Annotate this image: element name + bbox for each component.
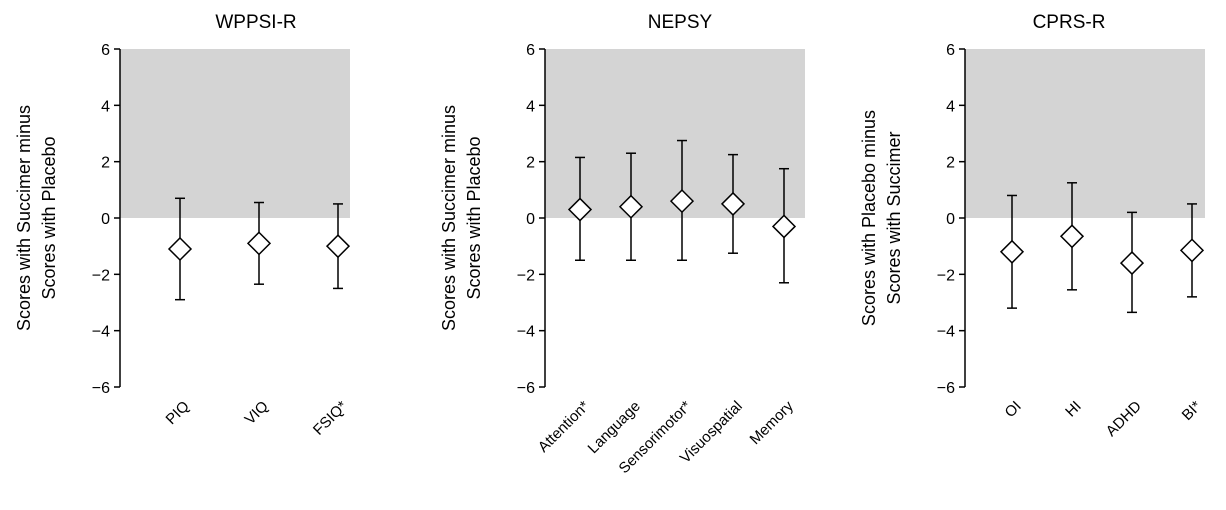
- category-label: Memory: [747, 397, 798, 448]
- category-label: VIQ: [242, 398, 272, 428]
- y-axis-label: Scores with Succimer minus: [14, 105, 34, 331]
- data-point: [1061, 225, 1083, 247]
- data-point: [1001, 241, 1023, 263]
- y-axis-label: Scores with Placebo minus: [859, 110, 879, 326]
- y-tick-label: 6: [946, 42, 955, 59]
- panel-cprs-r: CPRS-R 6 4 2 0 −2 −4 −6 Scores with Placebo minu…: [859, 12, 1205, 440]
- category-label: HI: [1062, 398, 1085, 421]
- y-tick-label: 0: [101, 211, 110, 228]
- data-point: [1121, 252, 1143, 274]
- y-tick-label: −4: [92, 324, 110, 341]
- panel-nepsy: NEPSY 6 4 2 0 −2 −4 −6 Scores with Succimer minu…: [439, 12, 805, 477]
- y-tick-label: −2: [92, 267, 110, 284]
- y-tick-label: −2: [517, 267, 535, 284]
- y-tick-label: 2: [101, 155, 110, 172]
- shaded-region: [545, 49, 805, 218]
- y-tick-label: 2: [946, 155, 955, 172]
- shaded-region: [965, 49, 1205, 218]
- y-tick-label: 6: [526, 42, 535, 59]
- y-tick-label: −2: [937, 267, 955, 284]
- category-label: OI: [1002, 398, 1025, 421]
- category-label: ADHD: [1103, 398, 1145, 440]
- chart-title: WPPSI-R: [215, 12, 296, 33]
- y-tick-label: 4: [101, 98, 110, 115]
- y-tick-label: −4: [937, 324, 955, 341]
- y-axis-label: Scores with Succimer: [884, 131, 904, 304]
- y-tick-label: 0: [526, 211, 535, 228]
- panel-wppsi-r: WPPSI-R 6 4 2 0 −2 −4 −6 Scores with Succimer mi…: [14, 12, 351, 439]
- y-tick-label: −6: [937, 380, 955, 397]
- y-tick-label: −4: [517, 324, 535, 341]
- y-axis-label: Scores with Placebo: [39, 136, 59, 299]
- y-axis-label: Scores with Placebo: [464, 136, 484, 299]
- y-tick-label: −6: [92, 380, 110, 397]
- data-point: [1181, 239, 1203, 261]
- category-label: BI*: [1179, 398, 1205, 424]
- y-axis-label: Scores with Succimer minus: [439, 105, 459, 331]
- data-point: [327, 235, 349, 257]
- chart-title: NEPSY: [648, 12, 713, 33]
- chart-title: CPRS-R: [1033, 12, 1106, 33]
- y-tick-label: 2: [526, 155, 535, 172]
- y-tick-label: 4: [526, 98, 535, 115]
- data-point: [169, 238, 191, 260]
- data-point: [248, 232, 270, 254]
- y-tick-label: 4: [946, 98, 955, 115]
- y-tick-label: 0: [946, 211, 955, 228]
- category-label: Attention*: [535, 398, 593, 456]
- data-point: [773, 215, 795, 237]
- shaded-region: [120, 49, 350, 218]
- y-tick-label: −6: [517, 380, 535, 397]
- y-tick-label: 6: [101, 42, 110, 59]
- category-label: FSIQ*: [310, 398, 351, 439]
- category-label: PIQ: [163, 398, 193, 428]
